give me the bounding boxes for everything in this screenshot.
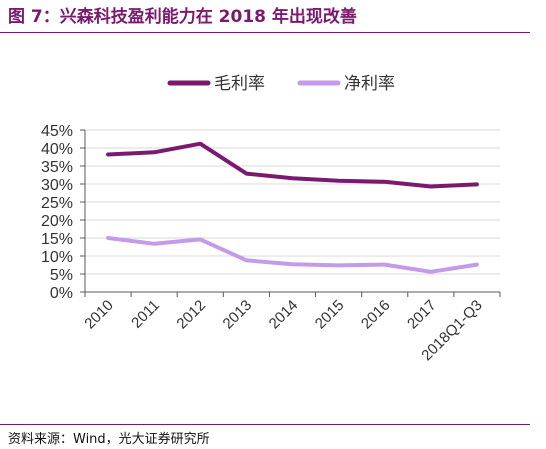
x-tick-label: 2016: [358, 297, 394, 333]
y-tick-label: 30%: [41, 177, 73, 194]
legend: 毛利率 净利率: [167, 74, 395, 94]
legend-label-2: 净利率: [344, 74, 395, 94]
y-tick-label: 45%: [41, 123, 73, 140]
y-tick-label: 15%: [41, 231, 73, 248]
y-tick-label: 35%: [41, 159, 73, 176]
x-tick-label: 2015: [312, 297, 348, 333]
x-tick-labels: 2010 2011 2012 2013 2014 2015 2016 20172018Q1-Q…: [81, 297, 486, 364]
axes: [80, 129, 501, 297]
grid-lines: [85, 129, 500, 275]
legend-label-1: 毛利率: [214, 74, 265, 94]
y-tick-label: 0%: [50, 285, 73, 302]
x-tick-label: 2010: [81, 297, 117, 333]
y-tick-label: 5%: [50, 267, 73, 284]
y-tick-label: 20%: [41, 213, 73, 230]
x-tick-label: 2012: [173, 297, 209, 333]
series-lines: [106, 141, 479, 274]
x-tick-label: 2011: [128, 297, 163, 332]
x-tick-label: 2014: [266, 297, 302, 333]
y-tick-label: 40%: [41, 141, 73, 158]
series-line-2: [106, 236, 479, 274]
figure-title: 图 7：兴森科技盈利能力在 2018 年出现改善: [8, 7, 357, 27]
title-divider: [0, 32, 530, 33]
y-tick-labels: 0%5%10%15%20%25%30%35%40%45%: [41, 123, 73, 302]
source-note: 资料来源：Wind，光大证券研究所: [8, 432, 210, 447]
x-tick-label: 2013: [220, 297, 256, 333]
y-tick-label: 10%: [41, 249, 73, 266]
series-line-1: [106, 141, 479, 189]
y-tick-label: 25%: [41, 195, 73, 212]
source-divider: [0, 424, 530, 425]
x-tick-label: 2017: [404, 297, 440, 333]
